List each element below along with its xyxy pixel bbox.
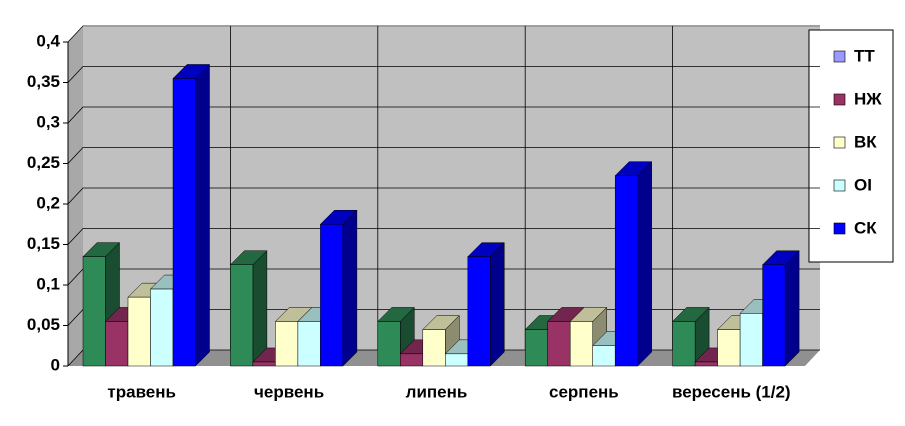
legend-label: НЖ (854, 89, 882, 108)
x-tick-label: вересень (1/2) (672, 382, 791, 401)
bar (172, 78, 196, 367)
bar (739, 313, 763, 367)
legend-label: ОІ (854, 175, 872, 194)
bar (524, 329, 548, 367)
bar (230, 264, 254, 367)
bar (105, 321, 129, 367)
bar (694, 361, 718, 367)
x-tick-label: травень (107, 382, 176, 401)
legend-swatch (833, 222, 846, 235)
grid-line (67, 228, 820, 245)
bar (82, 256, 106, 367)
x-tick-label: липень (406, 382, 468, 401)
bar (320, 224, 344, 367)
bar-side (195, 63, 210, 367)
bar (127, 296, 151, 367)
grid-line (67, 147, 820, 164)
legend (808, 29, 894, 263)
bar (377, 321, 401, 367)
x-tick-label: серпень (549, 382, 619, 401)
bar (467, 256, 491, 367)
y-tick-label: 0,1 (36, 274, 60, 293)
bar (422, 329, 446, 367)
bar (445, 353, 469, 367)
y-tick-label: 0,05 (27, 315, 60, 334)
bar-side (784, 250, 800, 367)
bar (400, 353, 424, 367)
bar (592, 345, 616, 367)
legend-label: СК (854, 218, 877, 237)
legend-swatch (833, 136, 846, 149)
bar (275, 321, 299, 367)
bar-side (252, 250, 268, 367)
y-tick-label: 0,3 (36, 112, 60, 131)
legend-swatch (833, 93, 846, 106)
bar (569, 321, 593, 367)
grid-line (67, 25, 820, 43)
bar (547, 321, 571, 367)
y-tick-label: 0,25 (27, 153, 60, 172)
y-tick-label: 0,4 (36, 31, 60, 50)
bar-side (342, 209, 358, 367)
y-tick-label: 0,15 (27, 234, 60, 253)
bar (672, 321, 696, 367)
bar (252, 361, 276, 367)
legend-label: ВК (854, 132, 877, 151)
bar (297, 321, 321, 367)
bar-side (490, 242, 505, 367)
legend-label: ТТ (854, 46, 875, 65)
bar (762, 264, 786, 367)
legend-swatch (833, 50, 846, 63)
y-tick-label: 0,35 (27, 72, 60, 91)
bar (150, 288, 174, 367)
grid-line (67, 187, 820, 205)
y-tick-label: 0,2 (36, 193, 60, 212)
y-tick-label: 0 (51, 355, 60, 374)
grid-line (67, 106, 820, 124)
grid-line (67, 66, 820, 83)
legend-swatch (833, 179, 846, 192)
bar-side (637, 161, 652, 367)
bar (717, 329, 741, 367)
bar (614, 175, 638, 367)
x-tick-label: червень (254, 382, 324, 401)
